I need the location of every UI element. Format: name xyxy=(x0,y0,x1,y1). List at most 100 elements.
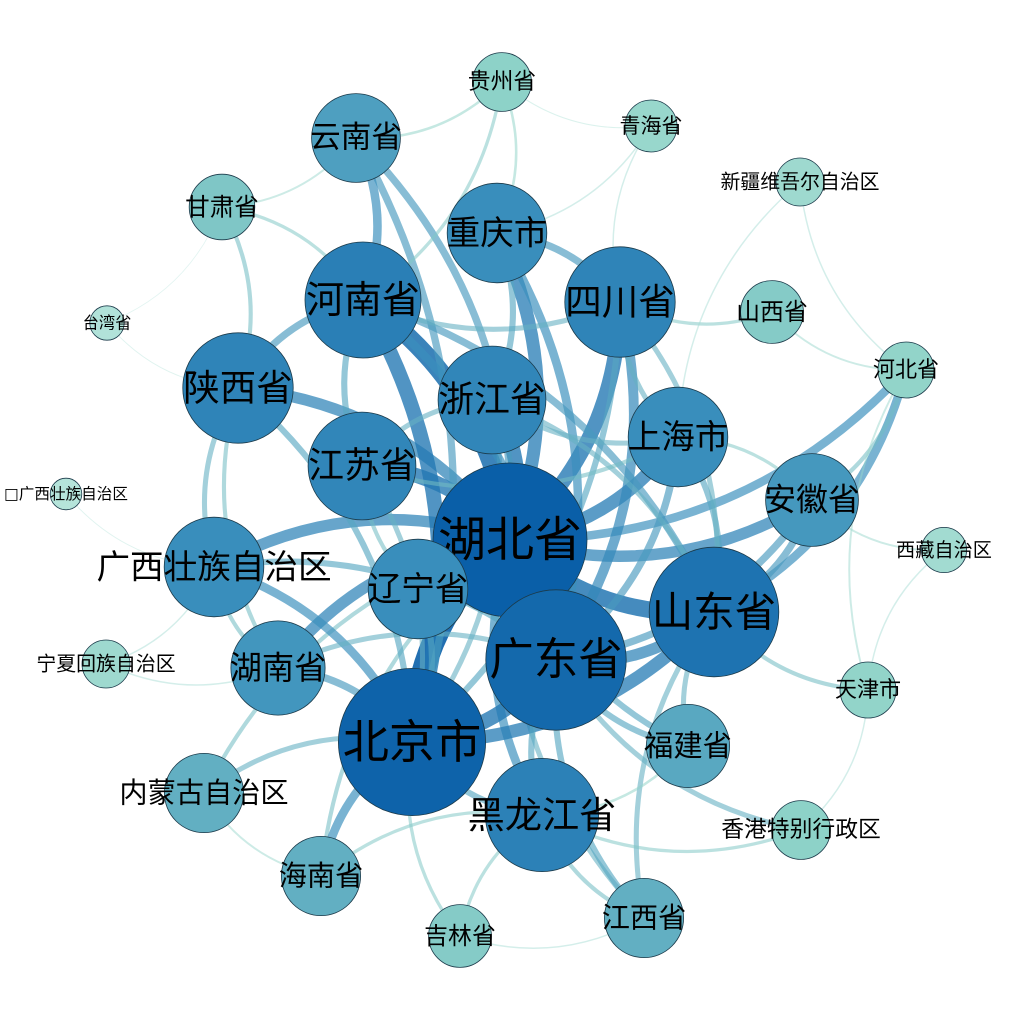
node-label-yunnan: 云南省 xyxy=(310,121,402,156)
node-circle-guangxi_alt[interactable] xyxy=(49,477,83,511)
node-gansu[interactable]: 甘肃省 xyxy=(185,173,259,241)
node-label-liaoning: 辽宁省 xyxy=(368,570,469,609)
node-circle-qinghai[interactable] xyxy=(624,99,678,153)
node-label-beijing: 北京市 xyxy=(343,715,482,769)
node-henan[interactable]: 河南省 xyxy=(304,241,422,359)
node-hubei[interactable]: 湖北省 xyxy=(432,462,588,618)
node-circle-zhejiang[interactable] xyxy=(437,345,547,455)
node-circle-henan[interactable] xyxy=(304,241,422,359)
node-label-shanxi: 山西省 xyxy=(736,298,808,326)
node-label-heilongjiang: 黑龙江省 xyxy=(468,793,617,837)
node-label-qinghai: 青海省 xyxy=(620,114,683,138)
node-shanxi[interactable]: 山西省 xyxy=(736,280,808,344)
node-sichuan[interactable]: 四川省 xyxy=(564,246,676,358)
node-label-fujian: 福建省 xyxy=(644,729,732,763)
node-label-xianggang: 香港特别行政区 xyxy=(721,817,881,843)
node-xianggang[interactable]: 香港特别行政区 xyxy=(721,800,881,860)
node-circle-neimenggu[interactable] xyxy=(163,753,244,834)
node-label-neimenggu: 内蒙古自治区 xyxy=(119,777,288,810)
node-jiangxi[interactable]: 江西省 xyxy=(602,878,687,959)
node-circle-shanghai[interactable] xyxy=(627,386,729,488)
node-heilongjiang[interactable]: 黑龙江省 xyxy=(468,758,617,873)
node-circle-jilin[interactable] xyxy=(428,904,492,968)
node-label-gansu: 甘肃省 xyxy=(185,193,259,222)
node-xinjiang[interactable]: 新疆维吾尔自治区 xyxy=(720,157,880,207)
node-chongqing[interactable]: 重庆市 xyxy=(446,182,548,284)
node-hainan[interactable]: 海南省 xyxy=(279,836,364,917)
node-label-ningxia: 宁夏回族自治区 xyxy=(36,653,175,676)
node-label-shanghai: 上海市 xyxy=(628,418,729,457)
node-circle-taiwan[interactable] xyxy=(89,305,125,341)
node-label-hubei: 湖北省 xyxy=(438,512,582,568)
node-circle-hunan[interactable] xyxy=(230,620,326,716)
node-label-shandong: 山东省 xyxy=(652,588,777,637)
node-taiwan[interactable]: 台湾省 xyxy=(83,305,132,341)
node-circle-yunnan[interactable] xyxy=(311,93,401,183)
node-label-chongqing: 重庆市 xyxy=(447,214,548,253)
node-label-guangxi_alt: □广西壮族自治区 xyxy=(4,485,128,503)
node-label-anhui: 安徽省 xyxy=(764,482,859,519)
node-label-jiangxi: 江西省 xyxy=(602,902,687,935)
edge-xinjiang-hebei xyxy=(799,181,907,371)
node-label-hunan: 湖南省 xyxy=(230,649,327,687)
node-circle-shaanxi[interactable] xyxy=(182,332,294,444)
node-jilin[interactable]: 吉林省 xyxy=(424,904,496,968)
node-ningxia[interactable]: 宁夏回族自治区 xyxy=(36,639,176,689)
node-anhui[interactable]: 安徽省 xyxy=(764,453,860,547)
node-circle-liaoning[interactable] xyxy=(367,538,469,640)
node-zhejiang[interactable]: 浙江省 xyxy=(437,345,547,455)
node-circle-xianggang[interactable] xyxy=(771,800,831,860)
node-circle-xinjiang[interactable] xyxy=(775,157,825,207)
node-tianjin[interactable]: 天津市 xyxy=(835,661,901,719)
node-neimenggu[interactable]: 内蒙古自治区 xyxy=(119,753,289,834)
node-label-shaanxi: 陕西省 xyxy=(183,367,293,410)
node-guangxi_alt[interactable]: □广西壮族自治区 xyxy=(4,477,128,511)
node-circle-jiangxi[interactable] xyxy=(604,878,685,959)
node-circle-guizhou[interactable] xyxy=(472,52,532,112)
node-guizhou[interactable]: 贵州省 xyxy=(468,52,536,112)
node-circle-heilongjiang[interactable] xyxy=(484,758,599,873)
node-xizang[interactable]: 西藏自治区 xyxy=(896,527,992,574)
node-circle-hebei[interactable] xyxy=(877,341,935,399)
node-guangxi[interactable]: 广西壮族自治区 xyxy=(96,516,332,618)
node-circle-shandong[interactable] xyxy=(648,546,780,678)
node-circle-guangxi[interactable] xyxy=(163,516,265,618)
node-circle-chongqing[interactable] xyxy=(446,182,548,284)
edge-hebei-tianjin xyxy=(848,369,907,691)
node-label-taiwan: 台湾省 xyxy=(83,314,132,333)
node-shaanxi[interactable]: 陕西省 xyxy=(182,332,294,444)
node-circle-beijing[interactable] xyxy=(337,668,486,817)
node-circle-sichuan[interactable] xyxy=(564,246,676,358)
node-shandong[interactable]: 山东省 xyxy=(648,546,780,678)
node-circle-xizang[interactable] xyxy=(921,527,968,574)
node-label-xinjiang: 新疆维吾尔自治区 xyxy=(720,171,879,194)
node-label-guangdong: 广东省 xyxy=(489,635,622,686)
node-fujian[interactable]: 福建省 xyxy=(644,704,732,789)
node-label-tianjin: 天津市 xyxy=(835,677,901,703)
node-circle-fujian[interactable] xyxy=(646,704,731,789)
node-hebei[interactable]: 河北省 xyxy=(873,341,939,399)
node-circle-ningxia[interactable] xyxy=(81,639,131,689)
node-circle-guangdong[interactable] xyxy=(485,589,627,731)
node-liaoning[interactable]: 辽宁省 xyxy=(367,538,469,640)
node-circle-hainan[interactable] xyxy=(280,836,361,917)
node-label-guangxi: 广西壮族自治区 xyxy=(96,548,331,587)
node-label-jilin: 吉林省 xyxy=(424,922,496,950)
node-qinghai[interactable]: 青海省 xyxy=(620,99,683,153)
node-shanghai[interactable]: 上海市 xyxy=(627,386,729,488)
node-circle-jiangsu[interactable] xyxy=(307,411,417,521)
node-circle-shanxi[interactable] xyxy=(740,280,804,344)
node-guangdong[interactable]: 广东省 xyxy=(485,589,627,731)
node-hunan[interactable]: 湖南省 xyxy=(230,620,327,716)
node-label-zhejiang: 浙江省 xyxy=(438,380,545,421)
node-jiangsu[interactable]: 江苏省 xyxy=(307,411,417,521)
node-label-guizhou: 贵州省 xyxy=(468,69,536,95)
node-circle-anhui[interactable] xyxy=(765,453,859,547)
node-beijing[interactable]: 北京市 xyxy=(337,668,486,817)
node-label-hainan: 海南省 xyxy=(279,860,364,893)
node-yunnan[interactable]: 云南省 xyxy=(310,93,402,183)
node-circle-tianjin[interactable] xyxy=(839,661,897,719)
node-circle-gansu[interactable] xyxy=(188,173,256,241)
